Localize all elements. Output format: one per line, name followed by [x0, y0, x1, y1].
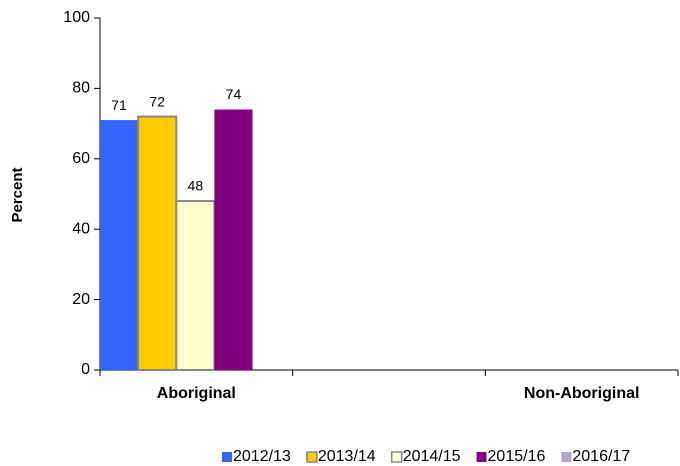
bar: [100, 120, 139, 370]
legend-label: 2012/13: [233, 448, 291, 465]
legend-swatch: [390, 451, 403, 463]
x-tick-label: Aboriginal: [157, 385, 236, 402]
data-label: 74: [226, 86, 242, 102]
legend-label: 2014/15: [403, 448, 461, 465]
y-tick-label: 40: [72, 220, 90, 237]
y-tick-label: 20: [72, 291, 90, 308]
legend-label: 2016/17: [572, 448, 630, 465]
legend-label: 2013/14: [318, 448, 376, 465]
y-tick-label: 0: [81, 361, 90, 378]
legend-swatch: [306, 451, 318, 463]
bar: [175, 200, 216, 371]
legend-swatch: [476, 452, 487, 462]
legend-swatch: [561, 452, 572, 462]
data-label: 71: [111, 97, 127, 113]
data-label: 48: [188, 178, 204, 194]
y-tick-label: 100: [63, 9, 90, 26]
bar: [214, 109, 253, 371]
y-tick-label: 80: [72, 80, 90, 97]
legend-swatch: [222, 452, 232, 462]
y-tick-label: 60: [72, 150, 90, 167]
legend-label: 2015/16: [488, 448, 546, 465]
y-axis-label: Percent: [9, 167, 26, 222]
bar: [137, 115, 178, 371]
data-label: 72: [149, 93, 165, 109]
x-tick-label: Non-Aboriginal: [524, 385, 640, 402]
